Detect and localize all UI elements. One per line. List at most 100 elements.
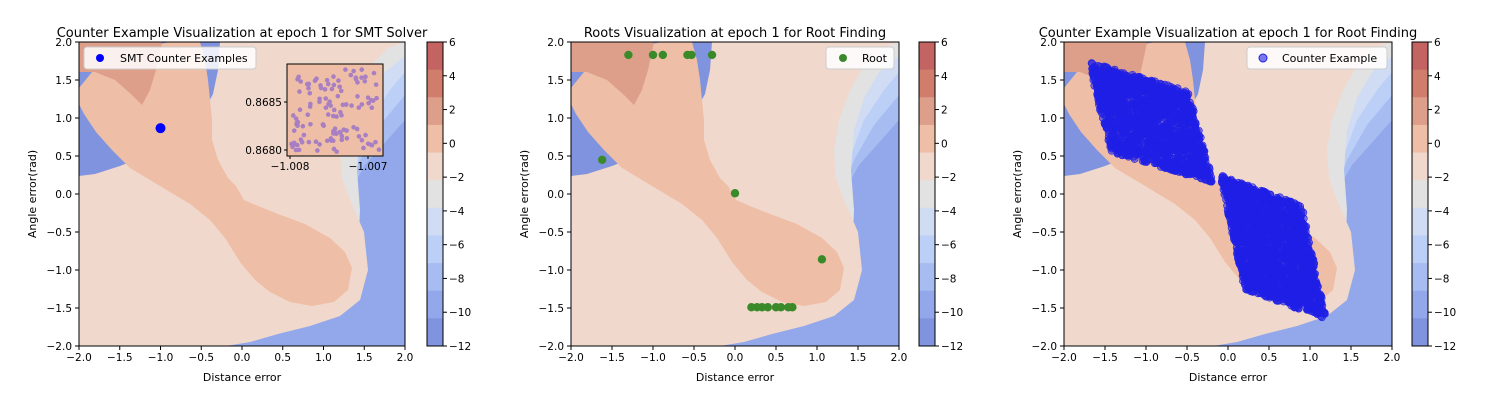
inset-data-point <box>374 95 379 101</box>
x-tick-label: 1.5 <box>1343 352 1360 364</box>
inset-data-point <box>315 148 320 153</box>
data-point <box>1191 133 1200 142</box>
y-tick-label: 1.5 <box>547 75 564 87</box>
inset-data-point <box>354 126 360 132</box>
inset-data-point <box>295 123 300 129</box>
inset-data-point <box>351 68 356 74</box>
colorbar-band <box>1412 290 1428 319</box>
data-point <box>763 303 772 312</box>
colorbar-tick-label: −6 <box>449 240 465 252</box>
data-point <box>1099 110 1108 118</box>
colorbar-band <box>427 290 443 319</box>
data-point <box>1110 94 1118 103</box>
colorbar-tick-label: −12 <box>941 341 963 353</box>
data-point <box>1102 63 1110 71</box>
inset-data-point <box>321 123 326 129</box>
x-tick-label: 0.5 <box>1261 352 1278 364</box>
data-point <box>1147 116 1156 125</box>
inset-data-point <box>297 89 302 94</box>
y-tick-label: −2.0 <box>1032 341 1058 353</box>
data-point <box>1165 112 1174 121</box>
inset-data-point <box>307 90 313 96</box>
colorbar-band <box>919 42 935 71</box>
y-tick-label: −1.0 <box>539 265 565 277</box>
data-point <box>1157 94 1166 103</box>
data-point <box>1302 260 1311 268</box>
y-tick-label: 0.0 <box>547 189 564 201</box>
data-point <box>1110 131 1119 140</box>
y-tick-label: −0.5 <box>1032 227 1058 239</box>
colorbar-band <box>427 235 443 264</box>
inset-data-point <box>349 103 354 108</box>
y-tick-label: −1.0 <box>47 265 73 277</box>
data-point <box>1182 170 1191 179</box>
legend-marker <box>839 54 847 62</box>
data-point <box>1253 246 1261 255</box>
data-point <box>1229 207 1238 215</box>
data-point <box>1178 116 1187 124</box>
colorbar-tick-label: 4 <box>449 71 456 83</box>
x-tick-label: −2.0 <box>1051 352 1077 364</box>
inset-data-point <box>325 112 331 117</box>
inset-data-point <box>359 102 365 107</box>
data-point <box>1144 132 1153 141</box>
data-point <box>1220 184 1229 192</box>
contour-plot <box>1064 42 1392 346</box>
colorbar-tick-label: 6 <box>449 37 456 49</box>
inset-data-point <box>291 140 297 146</box>
colorbar-band <box>1412 180 1428 209</box>
contour-band-level-2 <box>571 42 844 306</box>
legend-box <box>825 46 895 70</box>
colorbar-band <box>427 69 443 98</box>
inset-data-point <box>328 103 333 108</box>
colorbar-band <box>919 152 935 181</box>
inset-data-point <box>361 145 366 151</box>
colorbar-tick-label: −2 <box>941 172 956 184</box>
colorbar-tick-label: −6 <box>941 240 957 252</box>
inset-data-point <box>336 78 341 83</box>
inset-data-point <box>376 147 382 152</box>
data-point <box>1305 279 1314 288</box>
inset-data-point <box>297 107 303 113</box>
legend-label: Root <box>862 52 888 65</box>
inset-data-point <box>348 72 354 78</box>
inset-data-point <box>301 132 307 138</box>
data-point <box>1133 107 1142 116</box>
inset-data-point <box>296 147 302 153</box>
data-point <box>1122 119 1131 128</box>
data-point <box>1248 215 1256 224</box>
inset-data-point <box>331 107 337 113</box>
data-point <box>1233 247 1242 255</box>
inset-data-point <box>329 86 335 92</box>
data-point <box>1181 91 1190 100</box>
y-tick-label: −2.0 <box>47 341 73 353</box>
colorbar-band <box>919 235 935 264</box>
colorbar-tick-label: 4 <box>941 71 948 83</box>
data-point <box>1315 298 1324 306</box>
colorbar: 6 4 2 0 −2 −4 −6 −8 −10 −12 <box>426 37 471 353</box>
data-point <box>1106 139 1115 148</box>
data-point <box>1126 78 1135 87</box>
colorbar-band <box>427 152 443 181</box>
data-point <box>1303 302 1312 311</box>
chart-panel-smt: Counter Example Visualization at epoch 1… <box>26 26 471 384</box>
data-point <box>1177 125 1185 133</box>
inset-data-point <box>359 75 364 80</box>
data-point <box>1169 100 1178 109</box>
x-tick-label: −1.0 <box>1133 352 1159 364</box>
data-point <box>1218 175 1227 184</box>
colorbar-band <box>919 97 935 126</box>
data-point <box>1227 189 1236 198</box>
colorbar-band <box>427 180 443 209</box>
y-tick-label: −1.5 <box>539 303 565 315</box>
data-point <box>1201 175 1210 184</box>
data-point <box>788 303 797 312</box>
y-tick-label: 2.0 <box>547 37 564 49</box>
inset-data-point <box>337 84 342 90</box>
x-tick-label: −1.5 <box>1092 352 1118 364</box>
inset-data-point <box>295 119 300 125</box>
inset-data-point <box>353 76 359 82</box>
inset-zoom: −1.008 −1.007 0.8680 0.8685 <box>245 63 387 173</box>
inset-data-point <box>363 74 368 80</box>
data-point <box>1291 202 1300 211</box>
